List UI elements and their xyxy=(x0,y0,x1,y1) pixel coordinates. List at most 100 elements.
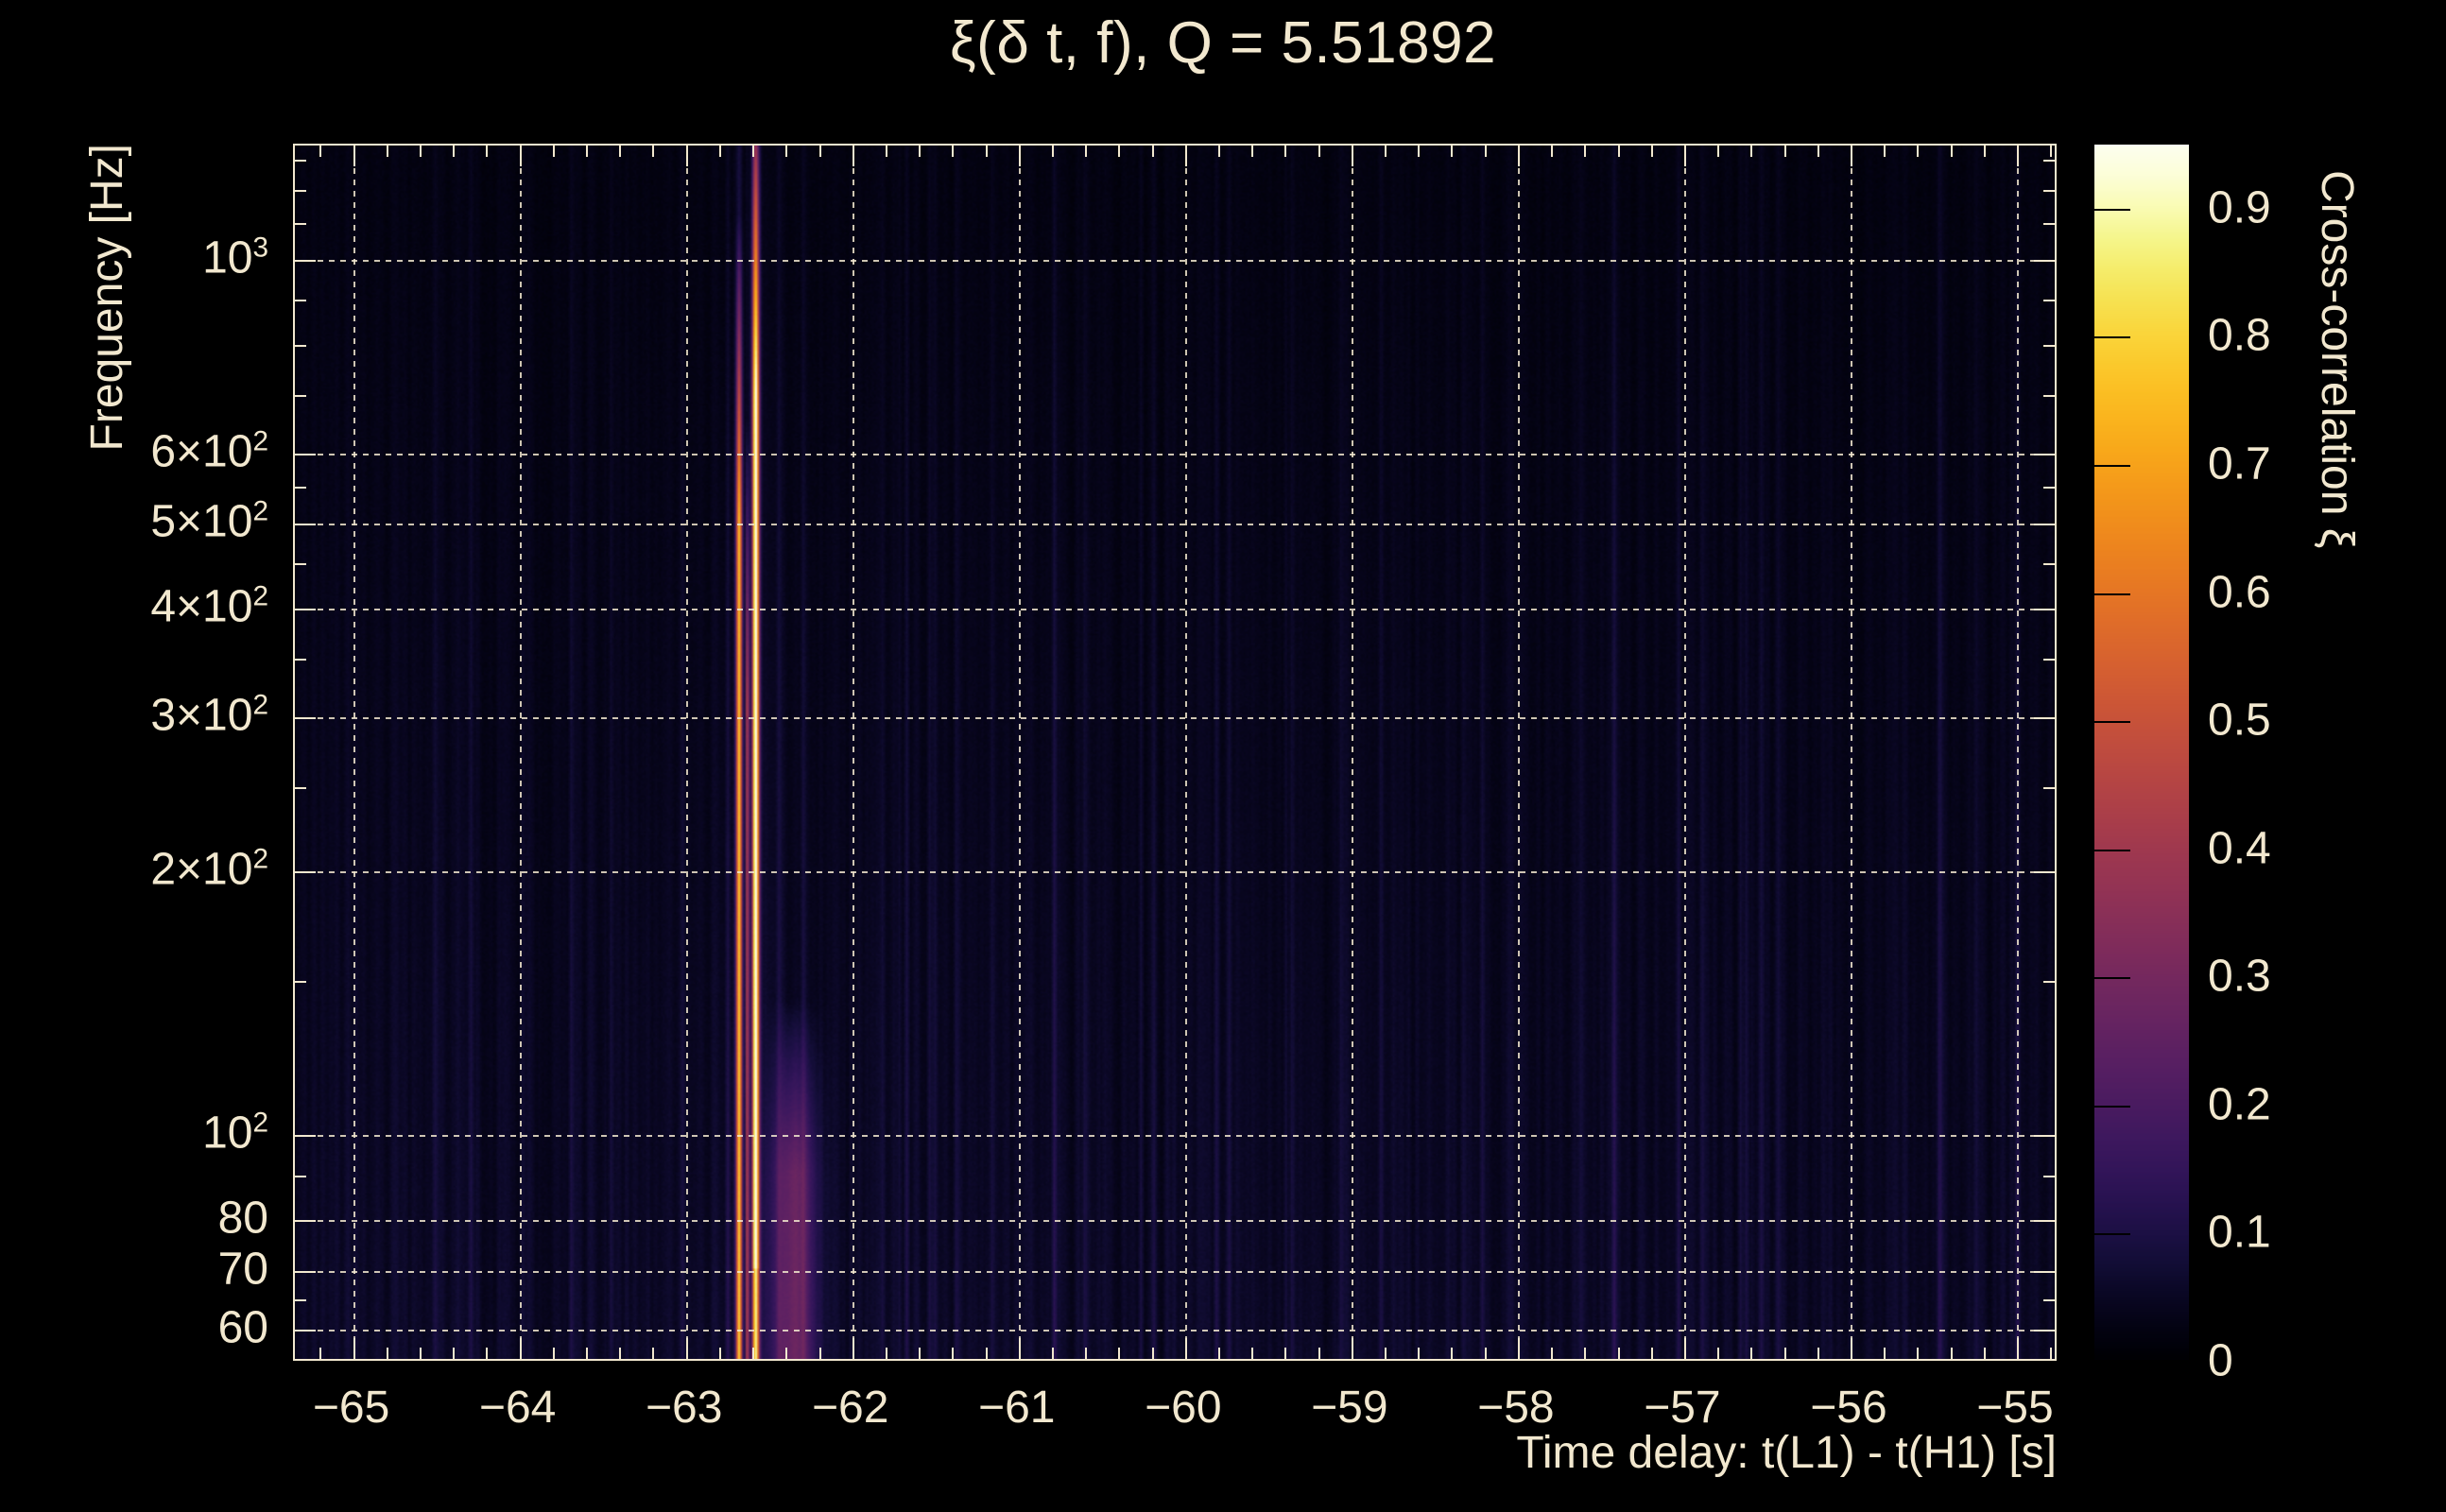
y-axis-tick xyxy=(295,1329,316,1332)
x-axis-tick xyxy=(1218,1348,1220,1359)
x-axis-tick xyxy=(1551,146,1554,157)
x-tick-label: −55 xyxy=(1976,1383,2054,1433)
x-axis-tick xyxy=(885,1348,887,1359)
x-axis-tick xyxy=(1151,1348,1154,1359)
x-axis-tick xyxy=(785,146,788,157)
x-axis-tick xyxy=(652,146,655,157)
y-axis-tick xyxy=(295,1135,316,1138)
colorbar-tick-label: 0.3 xyxy=(2208,951,2271,1002)
y-axis-title: Frequency [Hz] xyxy=(82,144,132,452)
y-axis-tick xyxy=(295,523,316,525)
x-axis-tick xyxy=(952,1348,955,1359)
y-axis-tick xyxy=(2043,344,2055,347)
x-axis-tick xyxy=(985,1348,988,1359)
plot-area[interactable] xyxy=(293,144,2057,1361)
y-axis-tick xyxy=(2034,523,2055,525)
y-axis-tick xyxy=(295,223,306,226)
x-axis-tick xyxy=(420,1348,422,1359)
colorbar-tick xyxy=(2094,1362,2130,1364)
x-axis-tick xyxy=(685,146,688,166)
x-axis-tick xyxy=(1318,1348,1320,1359)
colorbar-tick xyxy=(2094,849,2130,851)
y-axis-tick xyxy=(2034,1135,2055,1138)
x-axis-tick xyxy=(619,1348,622,1359)
colorbar-tick xyxy=(2094,721,2130,724)
colorbar-tick xyxy=(2094,1105,2130,1108)
y-tick-label: 5×102 xyxy=(150,495,268,547)
x-axis-tick xyxy=(652,1348,655,1359)
x-axis-tick xyxy=(1617,1348,1620,1359)
y-tick-label: 2×102 xyxy=(150,843,268,895)
y-axis-tick xyxy=(2043,981,2055,984)
x-axis-tick xyxy=(1983,146,1986,157)
y-axis-tick xyxy=(2043,300,2055,302)
colorbar-tick-label: 0.7 xyxy=(2208,438,2271,490)
y-axis-tick xyxy=(2034,1220,2055,1223)
x-axis-tick xyxy=(2016,1338,2019,1359)
x-axis-tick xyxy=(1950,146,1953,157)
colorbar-tick xyxy=(2094,336,2130,339)
x-axis-tick xyxy=(1085,146,1088,157)
x-axis-tick xyxy=(1018,146,1021,166)
x-axis-tick xyxy=(919,146,922,157)
x-tick-label: −65 xyxy=(312,1383,390,1433)
x-axis-tick xyxy=(1418,1348,1421,1359)
x-axis-tick xyxy=(453,146,456,157)
x-tick-label: −59 xyxy=(1311,1383,1388,1433)
x-axis-tick xyxy=(1018,1338,1021,1359)
x-axis-tick xyxy=(1484,1348,1487,1359)
x-axis-tick xyxy=(1451,1348,1454,1359)
x-axis-tick xyxy=(1484,146,1487,157)
y-axis-tick xyxy=(295,563,306,566)
x-axis-tick xyxy=(1683,1338,1686,1359)
y-tick-label: 70 xyxy=(217,1244,268,1295)
x-axis-tick xyxy=(386,1348,388,1359)
y-axis-tick xyxy=(2043,1298,2055,1301)
y-tick-label: 80 xyxy=(217,1193,268,1244)
x-axis-tick xyxy=(818,1348,821,1359)
x-axis-tick xyxy=(1284,1348,1287,1359)
x-axis-tick xyxy=(752,1348,755,1359)
x-axis-tick xyxy=(1917,146,1920,157)
x-tick-label: −64 xyxy=(478,1383,557,1433)
x-axis-tick xyxy=(1051,1348,1054,1359)
colorbar-tick-label: 0.6 xyxy=(2208,567,2271,618)
y-axis-tick xyxy=(295,487,306,490)
x-axis-tick xyxy=(1351,1338,1353,1359)
x-axis-tick xyxy=(1750,146,1753,157)
x-axis-tick xyxy=(985,146,988,157)
colorbar-tick xyxy=(2094,208,2130,211)
x-axis-tick xyxy=(952,146,955,157)
x-axis-tick xyxy=(1184,1338,1187,1359)
x-axis-tick xyxy=(2050,1348,2053,1359)
y-tick-label: 6×102 xyxy=(150,425,268,477)
y-axis-tick xyxy=(2034,1329,2055,1332)
x-axis-tick xyxy=(453,1348,456,1359)
x-tick-label: −60 xyxy=(1145,1383,1222,1433)
colorbar-tick-label: 0.5 xyxy=(2208,695,2271,746)
x-axis-tick xyxy=(1650,146,1653,157)
y-axis-tick xyxy=(295,786,306,789)
x-axis-tick xyxy=(1584,1348,1587,1359)
colorbar-tick xyxy=(2094,977,2130,980)
y-axis-tick xyxy=(295,1298,306,1301)
x-axis-tick xyxy=(1517,146,1520,166)
x-axis-tick xyxy=(486,146,489,157)
x-axis-tick xyxy=(586,146,589,157)
x-axis-tick xyxy=(319,146,322,157)
x-axis-tick xyxy=(1850,146,1852,166)
x-axis-tick xyxy=(1118,146,1121,157)
x-axis-tick xyxy=(1917,1348,1920,1359)
x-axis-tick xyxy=(1284,146,1287,157)
x-axis-tick xyxy=(1783,1348,1786,1359)
x-axis-tick xyxy=(1584,146,1587,157)
x-axis-tick xyxy=(1783,146,1786,157)
y-tick-label: 4×102 xyxy=(150,580,268,632)
y-tick-label: 103 xyxy=(202,232,268,284)
y-tick-label: 102 xyxy=(202,1107,268,1159)
x-tick-label: −63 xyxy=(645,1383,723,1433)
colorbar[interactable] xyxy=(2093,144,2190,1364)
y-axis-tick xyxy=(2043,487,2055,490)
x-axis-tick xyxy=(785,1348,788,1359)
